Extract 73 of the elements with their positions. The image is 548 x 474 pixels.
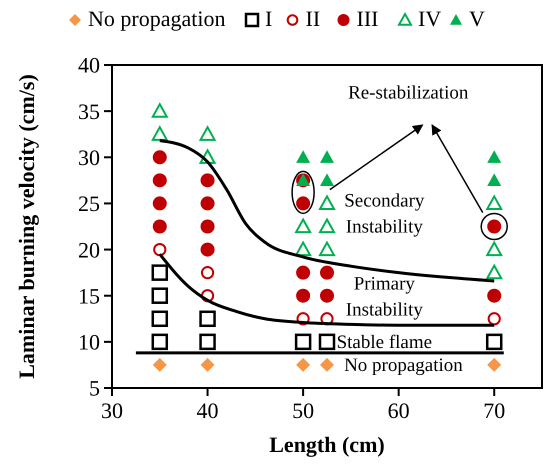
point [152, 126, 168, 141]
point [320, 358, 334, 372]
point [199, 334, 216, 350]
y-tick-label: 40 [78, 52, 100, 78]
point [152, 358, 167, 372]
x-tick-label: 40 [196, 398, 219, 423]
annotation: Secondary Instability [344, 190, 425, 238]
y-tick-label: 35 [78, 98, 100, 124]
point [488, 312, 501, 326]
y-tick-label: 5 [89, 376, 100, 401]
point [486, 264, 502, 280]
point [320, 173, 334, 186]
x-tick-label: 70 [483, 398, 506, 423]
point [152, 196, 167, 210]
point [486, 242, 502, 256]
legend-label: III [356, 6, 378, 31]
point [200, 358, 215, 372]
x-tick-label: 50 [292, 398, 314, 423]
x-tick-label: 60 [388, 398, 410, 423]
point [296, 266, 310, 280]
point [486, 334, 502, 350]
annotation: No propagation [344, 354, 464, 376]
point [487, 288, 502, 303]
y-tick-label: 15 [78, 283, 100, 308]
point [152, 310, 168, 328]
point [199, 310, 216, 328]
point [296, 358, 310, 372]
point [152, 287, 168, 304]
legend-label: II [306, 6, 320, 31]
annotation: Re-stabilization [348, 82, 469, 104]
point [319, 218, 335, 234]
point [320, 150, 334, 163]
point [487, 358, 502, 372]
point [296, 150, 310, 163]
point [152, 220, 167, 234]
legend-label: I [265, 6, 272, 31]
x-tick-label: 30 [101, 398, 123, 423]
point [295, 242, 312, 256]
point [295, 218, 312, 234]
point [200, 126, 216, 141]
point [487, 150, 502, 163]
point [486, 195, 502, 210]
point [200, 173, 215, 188]
point [294, 334, 312, 350]
point [200, 196, 215, 210]
point [319, 242, 335, 256]
legend-label: V [469, 6, 485, 31]
point [152, 173, 167, 188]
point [200, 242, 215, 257]
legend-label: No propagation [88, 6, 226, 31]
legend-label: IV [418, 6, 442, 31]
point [319, 195, 335, 210]
y-tick-label: 25 [78, 191, 100, 216]
point [296, 196, 310, 210]
annotation: Primary Instability [346, 274, 424, 321]
point [152, 334, 168, 350]
y-tick-label: 20 [78, 237, 100, 262]
x-axis-title: Length (cm) [269, 432, 385, 457]
point [487, 173, 502, 186]
y-axis-title: Laminar burning velocity (cm/s) [14, 74, 39, 379]
point [200, 220, 215, 234]
annotation: Stable flame [336, 332, 432, 353]
point [152, 150, 167, 164]
point [152, 264, 168, 281]
point [320, 266, 334, 280]
point [296, 288, 310, 303]
point [152, 103, 168, 118]
point [153, 242, 166, 256]
y-tick-label: 30 [78, 144, 100, 170]
point [320, 288, 334, 303]
y-tick-label: 10 [78, 330, 100, 355]
point [200, 266, 214, 280]
point [318, 334, 336, 350]
